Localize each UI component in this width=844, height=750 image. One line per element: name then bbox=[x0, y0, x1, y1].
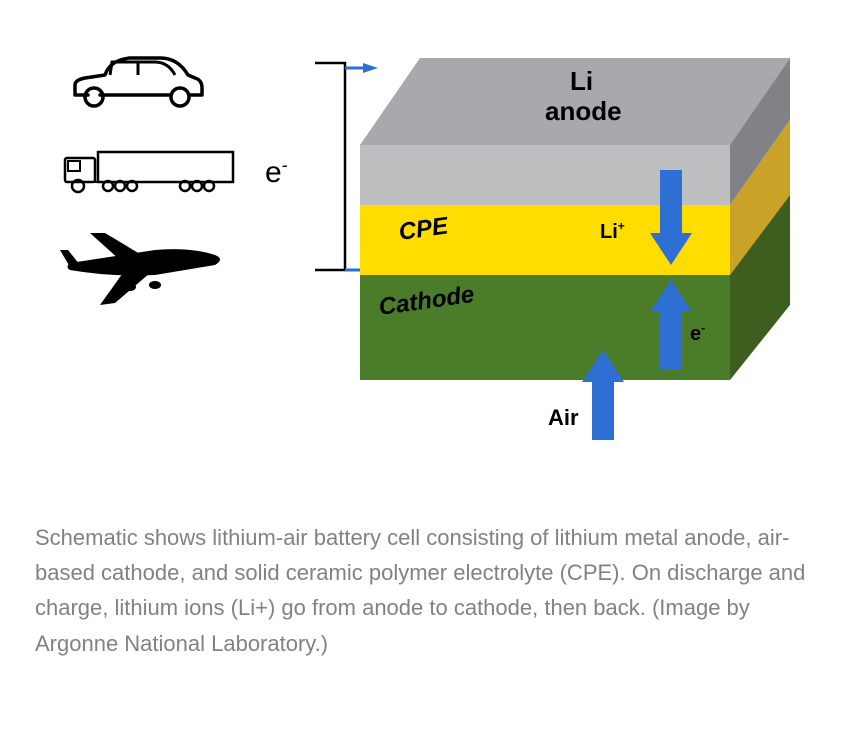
anode-label-1: Li bbox=[570, 66, 593, 96]
figure-caption: Schematic shows lithium-air battery cell… bbox=[30, 510, 814, 661]
anode-label-2: anode bbox=[545, 96, 622, 126]
air-label: Air bbox=[548, 405, 579, 430]
vehicle-icons bbox=[60, 50, 240, 315]
battery-cell-3d: Li anode CPE Cathode Li+ e- Air bbox=[350, 50, 810, 510]
battery-schematic: e- Li anode CPE Cathode Li bbox=[30, 20, 814, 510]
electron-label-left: e- bbox=[265, 155, 288, 190]
car-icon bbox=[60, 50, 210, 115]
truck-icon bbox=[60, 140, 240, 200]
airplane-icon bbox=[60, 225, 230, 315]
